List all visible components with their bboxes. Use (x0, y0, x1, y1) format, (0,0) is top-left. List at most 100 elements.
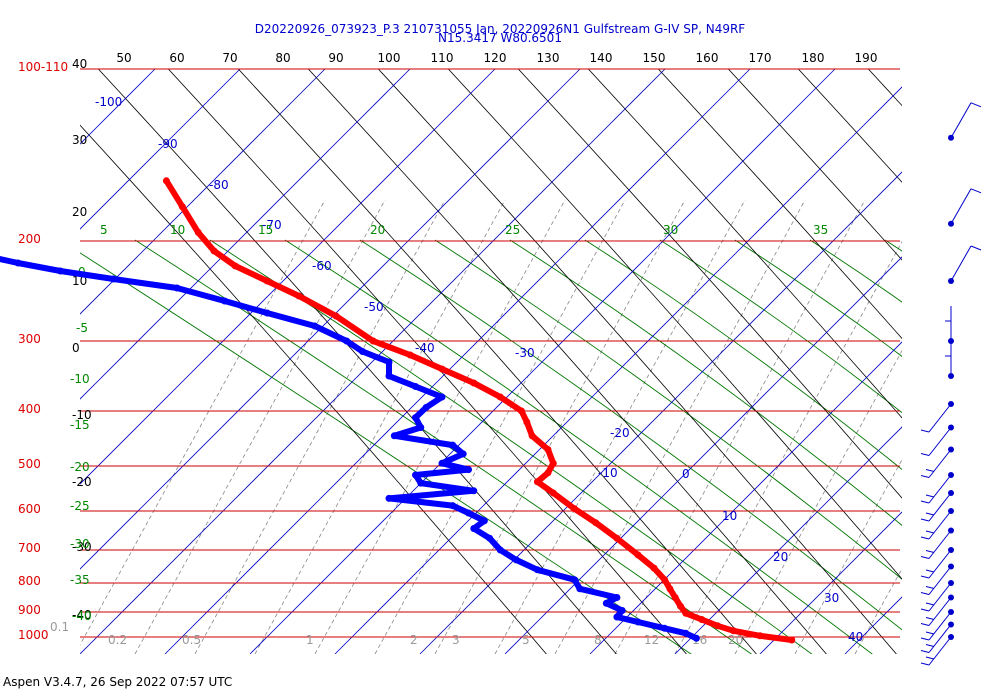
isotherm-label: -50 (364, 300, 384, 314)
dewpoint-point (412, 414, 419, 422)
wind-barb-staff (928, 597, 952, 626)
temperature-point (571, 505, 578, 513)
mixing-ratio-line (734, 349, 902, 654)
left-axis-label: 0 (72, 341, 80, 355)
isotherm-line (80, 69, 156, 145)
temperature-point (549, 459, 557, 467)
dewpoint-point (221, 297, 229, 305)
wind-barb-flag (925, 512, 935, 516)
temperature-point (666, 585, 674, 593)
top-axis-label: 160 (696, 51, 719, 65)
wind-barb-staff (928, 582, 952, 612)
moist-adiabat-line (284, 239, 873, 654)
pressure-label: 1000 (18, 628, 49, 642)
dewpoint-point (459, 450, 467, 458)
moist-adiabat-line (509, 239, 902, 526)
temperature-line (163, 177, 795, 643)
moist-adiabat-line (134, 239, 753, 654)
temperature-point (682, 609, 690, 617)
temperature-point (178, 203, 186, 211)
dry-adiabats (80, 69, 902, 654)
dewpoint-point (618, 607, 626, 614)
moist-adiabat-label: 35 (813, 223, 828, 237)
wind-barb-flag (925, 586, 935, 589)
top-axis-label: 130 (537, 51, 560, 65)
wind-barb-flag (920, 623, 930, 626)
wind-barb-flag (925, 631, 935, 635)
wind-barb-staff (928, 611, 952, 641)
top-axis-label: 120 (484, 51, 507, 65)
top-axis-label: 140 (590, 51, 613, 65)
mixing-ratio-line (794, 458, 902, 654)
wind-barb-flag (925, 656, 935, 660)
pressure-label: 500 (18, 457, 41, 471)
moist-adiabat-label: 30 (663, 223, 678, 237)
isotherm-line (80, 69, 326, 315)
dewpoint-point (465, 509, 472, 517)
temperature-point (661, 576, 669, 584)
wind-barb-flag (970, 188, 982, 194)
wind-barb-flag (920, 608, 930, 612)
temperature-point (698, 616, 706, 623)
dewpoint-trace (0, 255, 700, 642)
isotherm-label: 0 (682, 467, 690, 481)
dry-adiabat-line (377, 69, 897, 654)
isotherm-label: 20 (773, 550, 788, 564)
dry-adiabat-line (797, 69, 902, 183)
wind-barb-flag (920, 429, 930, 433)
mixing-ratio-label: 12 (644, 633, 659, 647)
left-axis-label: -30 (72, 540, 92, 554)
left-axis-label: -10 (72, 408, 92, 422)
temperature-point (714, 622, 722, 630)
dewpoint-point (470, 525, 478, 532)
dewpoint-point (311, 322, 319, 330)
moist-adiabat-label: -30 (70, 537, 90, 551)
footer-version: Aspen V3.4.7, 26 Sep 2022 07:57 UTC (3, 675, 233, 689)
isotherm-line (759, 511, 902, 654)
dewpoint-point (359, 348, 366, 355)
dewpoint-point (576, 585, 584, 593)
wind-barb-flag (925, 494, 935, 498)
wind-barb-staff (928, 530, 952, 559)
moist-adiabat-line (359, 239, 902, 631)
moist-adiabat-line (734, 239, 902, 357)
moist-adiabat-label: -35 (70, 573, 90, 587)
moist-adiabat-line (659, 239, 902, 414)
dewpoint-point (486, 534, 494, 542)
isotherm-label: -40 (415, 341, 435, 355)
top-axis-label: 100 (378, 51, 401, 65)
temperature-point (671, 594, 679, 601)
wind-barb-staff (950, 245, 972, 282)
moist-adiabat-label: -20 (70, 460, 90, 474)
temperature-point (496, 393, 504, 401)
moist-adiabat-line (809, 239, 902, 303)
dry-adiabat-line (307, 69, 827, 654)
moist-adiabat-label: 20 (370, 223, 385, 237)
wind-barb-flag (925, 617, 935, 620)
mixing-ratio-line (674, 240, 902, 654)
temperature-point (162, 177, 170, 185)
isotherm-line (419, 171, 902, 654)
dry-adiabat-line (727, 69, 902, 261)
temperature-point (369, 337, 377, 345)
wind-barb-flag (920, 556, 930, 559)
wind-barb-flag (920, 453, 930, 456)
wind-barb-staff (928, 474, 952, 504)
isotherm-label: -100 (95, 95, 122, 109)
isotherm-line (844, 596, 902, 654)
dewpoint-point (438, 459, 446, 467)
moist-adiabat-label: 10 (170, 223, 185, 237)
temperature-point (438, 365, 446, 373)
temperature-point (295, 292, 303, 300)
pressure-label: 700 (18, 541, 41, 555)
isotherm-label: -80 (209, 178, 229, 192)
dewpoint-point (533, 566, 541, 574)
dewpoint-point (412, 383, 419, 390)
isotherm-label: -10 (598, 466, 618, 480)
temperature-point (231, 262, 239, 270)
isotherms (80, 69, 902, 654)
temperature-point (677, 602, 684, 610)
top-axis-label: 180 (802, 51, 825, 65)
isotherm-label: 10 (722, 509, 737, 523)
pressure-label: 800 (18, 574, 41, 588)
